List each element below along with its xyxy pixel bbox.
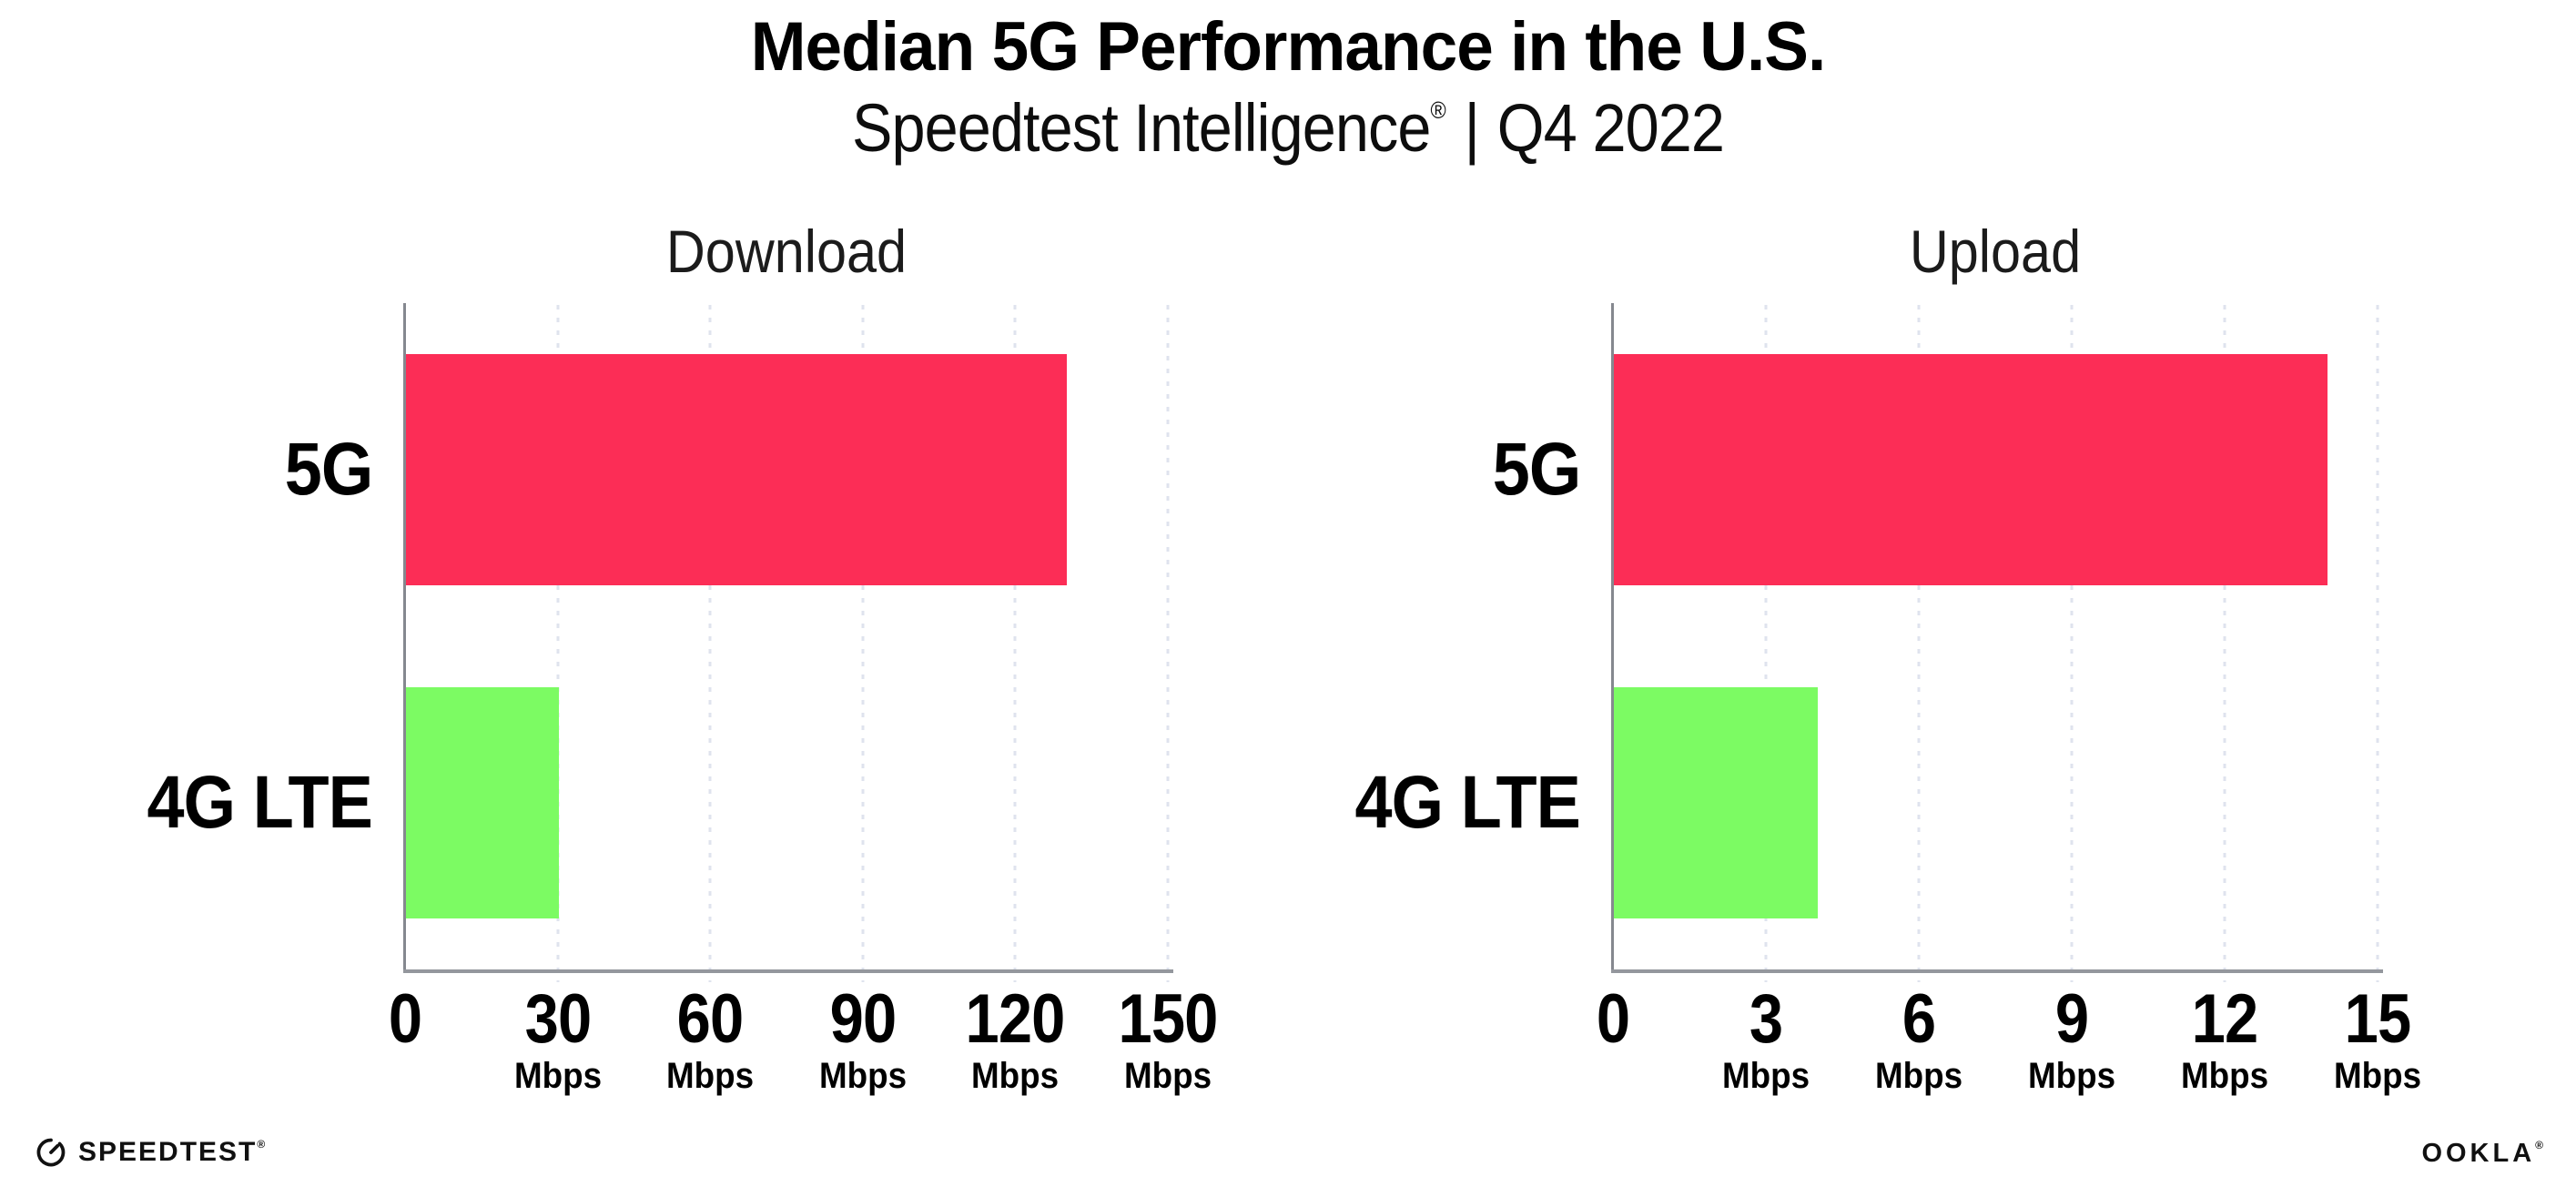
subtitle-brand: Speedtest Intelligence — [851, 90, 1431, 166]
chart-title: Download — [665, 218, 908, 285]
speedtest-wordmark: SPEEDTEST® — [78, 1139, 265, 1166]
gridline-90 — [861, 305, 865, 982]
bars-layer — [405, 303, 1168, 969]
x-tick-value: 12 — [2191, 980, 2259, 1058]
x-tick-value: 9 — [2054, 980, 2089, 1058]
category-labels-layer: 5G 4G LTE — [1355, 303, 2378, 969]
category-label-5g: 5G — [284, 428, 373, 511]
x-tick-value: 3 — [1749, 980, 1783, 1058]
category-labels-layer: 5G 4G LTE — [147, 303, 1168, 969]
speedtest-logo: SPEEDTEST® — [35, 1136, 265, 1169]
x-tick-unit: Mbps — [971, 1056, 1060, 1096]
gridline-6 — [1917, 305, 1921, 982]
x-tick-60: 60 Mbps — [663, 980, 757, 1096]
x-tick-value: 120 — [965, 980, 1066, 1058]
x-tick-0: 0 — [386, 985, 423, 1054]
page-subtitle: Speedtest Intelligence® | Q4 2022 — [129, 93, 2448, 164]
x-tick-unit: Mbps — [1123, 1056, 1212, 1096]
bar-4g-lte — [1614, 686, 1818, 918]
x-tick-layer: 0 30 Mbps 60 Mbps 90 Mbps 120 Mbps 150 Mbps — [389, 980, 1219, 1103]
category-label-4g-lte: 4G LTE — [1354, 761, 1581, 844]
x-tick-value: 60 — [676, 980, 745, 1058]
x-axis-line — [403, 969, 1173, 973]
plot-area — [403, 303, 1173, 982]
x-tick-6: 6 Mbps — [1871, 980, 1966, 1096]
bar-4g-lte — [406, 686, 559, 918]
x-tick-120: 120 Mbps — [958, 980, 1071, 1096]
speedtest-registered-mark: ® — [257, 1138, 266, 1151]
x-tick-3: 3 Mbps — [1719, 980, 1813, 1096]
speedtest-gauge-icon — [35, 1136, 67, 1169]
gridline-layer — [405, 303, 1170, 982]
x-tick-value: 150 — [1118, 980, 1219, 1058]
y-axis-line — [1611, 303, 1614, 970]
ookla-label: OOKLA — [2421, 1139, 2536, 1168]
upload-chart: Upload 5G 4G LTE 0 3 Mbps 6 Mbps 9 Mbps 12 Mbps 15… — [1355, 0, 2422, 1197]
subtitle-period: Q4 2022 — [1496, 90, 1725, 166]
x-tick-30: 30 Mbps — [510, 980, 604, 1096]
plot-area — [1611, 303, 2383, 982]
gridline-120 — [1013, 305, 1017, 982]
x-tick-unit: Mbps — [666, 1056, 755, 1096]
x-tick-value: 15 — [2344, 980, 2412, 1058]
x-tick-value: 30 — [524, 980, 592, 1058]
ookla-registered-mark: ® — [2535, 1139, 2543, 1151]
x-tick-0: 0 — [1594, 985, 1631, 1054]
x-tick-15: 15 Mbps — [2330, 980, 2425, 1096]
gridline-150 — [1166, 305, 1170, 982]
x-tick-layer: 0 3 Mbps 6 Mbps 9 Mbps 12 Mbps 15 Mbps — [1597, 980, 2421, 1103]
gridline-15 — [2376, 305, 2379, 982]
gridline-9 — [2070, 305, 2074, 982]
bar-5g — [1614, 353, 2328, 585]
x-tick-unit: Mbps — [2027, 1056, 2116, 1096]
bars-layer — [1613, 303, 2378, 969]
category-label-4g-lte: 4G LTE — [147, 761, 373, 844]
x-tick-unit: Mbps — [818, 1056, 907, 1096]
x-tick-unit: Mbps — [1721, 1056, 1810, 1096]
gridline-30 — [556, 305, 560, 982]
x-tick-150: 150 Mbps — [1111, 980, 1224, 1096]
x-tick-9: 9 Mbps — [2024, 980, 2119, 1096]
x-tick-90: 90 Mbps — [816, 980, 910, 1096]
download-chart: Download 5G 4G LTE 0 30 Mbps 60 Mbps 90 Mbps 120… — [147, 0, 1219, 1197]
x-tick-value: 90 — [829, 980, 897, 1058]
gridline-12 — [2223, 305, 2226, 982]
x-axis-line — [1611, 969, 2383, 973]
gridline-60 — [708, 305, 712, 982]
gridline-3 — [1764, 305, 1768, 982]
chart-title: Upload — [1909, 218, 2082, 285]
x-tick-unit: Mbps — [513, 1056, 602, 1096]
ookla-logo: OOKLA® — [2421, 1140, 2543, 1167]
gridline-layer — [1613, 303, 2379, 982]
x-tick-12: 12 Mbps — [2177, 980, 2272, 1096]
x-tick-unit: Mbps — [2180, 1056, 2269, 1096]
y-axis-line — [403, 303, 406, 970]
bar-5g — [406, 353, 1068, 585]
x-tick-value: 0 — [1596, 980, 1630, 1058]
x-tick-unit: Mbps — [2333, 1056, 2422, 1096]
x-tick-value: 6 — [1902, 980, 1936, 1058]
x-tick-value: 0 — [388, 980, 422, 1058]
page-title: Median 5G Performance in the U.S. — [750, 8, 1827, 86]
x-tick-unit: Mbps — [1874, 1056, 1963, 1096]
registered-trademark-symbol: ® — [1430, 96, 1446, 124]
category-label-5g: 5G — [1492, 428, 1581, 511]
speedtest-label: SPEEDTEST — [78, 1137, 258, 1167]
subtitle-separator: | — [1464, 90, 1480, 166]
